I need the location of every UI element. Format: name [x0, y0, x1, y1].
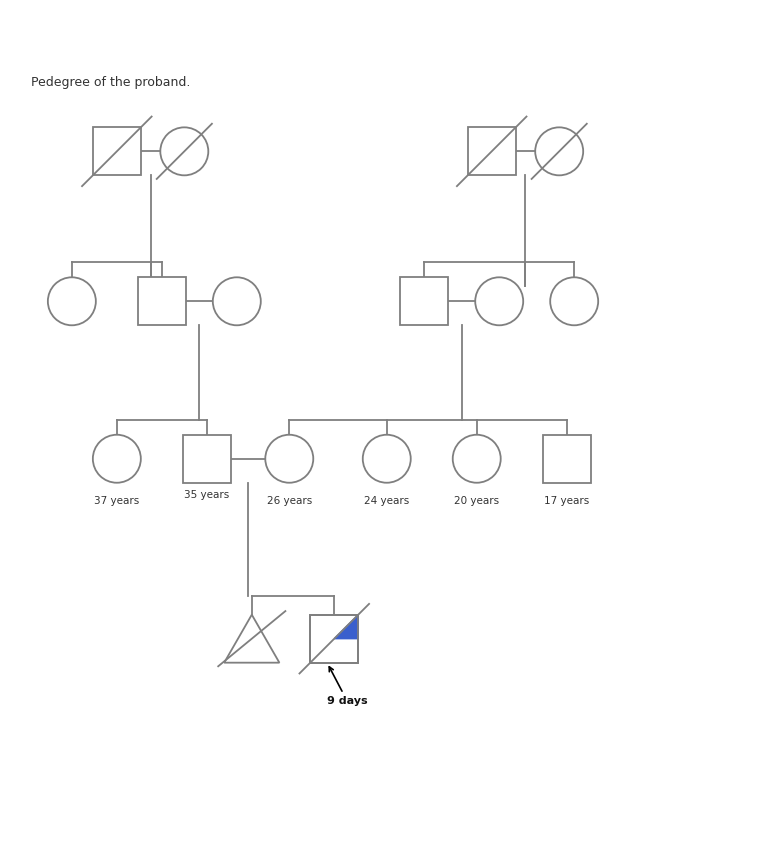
Circle shape: [93, 435, 141, 483]
Bar: [400, 278, 448, 325]
Circle shape: [475, 278, 523, 325]
Bar: [93, 127, 141, 176]
Circle shape: [535, 127, 583, 176]
Bar: [310, 615, 358, 663]
Circle shape: [160, 127, 209, 176]
Text: Pedegree of the proband.: Pedegree of the proband.: [30, 76, 190, 89]
Circle shape: [453, 435, 501, 483]
Bar: [468, 127, 515, 176]
Circle shape: [550, 278, 598, 325]
Polygon shape: [334, 615, 358, 638]
Circle shape: [362, 435, 411, 483]
Text: 20 years: 20 years: [455, 497, 499, 506]
Bar: [543, 435, 590, 483]
Bar: [137, 278, 186, 325]
Text: 9 days: 9 days: [327, 667, 368, 707]
Bar: [310, 615, 358, 663]
Circle shape: [212, 278, 261, 325]
Circle shape: [48, 278, 96, 325]
Text: 37 years: 37 years: [95, 497, 140, 506]
Polygon shape: [224, 615, 280, 663]
Circle shape: [266, 435, 313, 483]
Text: 26 years: 26 years: [266, 497, 312, 506]
Text: 24 years: 24 years: [364, 497, 409, 506]
Text: 17 years: 17 years: [544, 497, 590, 506]
Bar: [183, 435, 231, 483]
Text: 35 years: 35 years: [184, 490, 230, 500]
